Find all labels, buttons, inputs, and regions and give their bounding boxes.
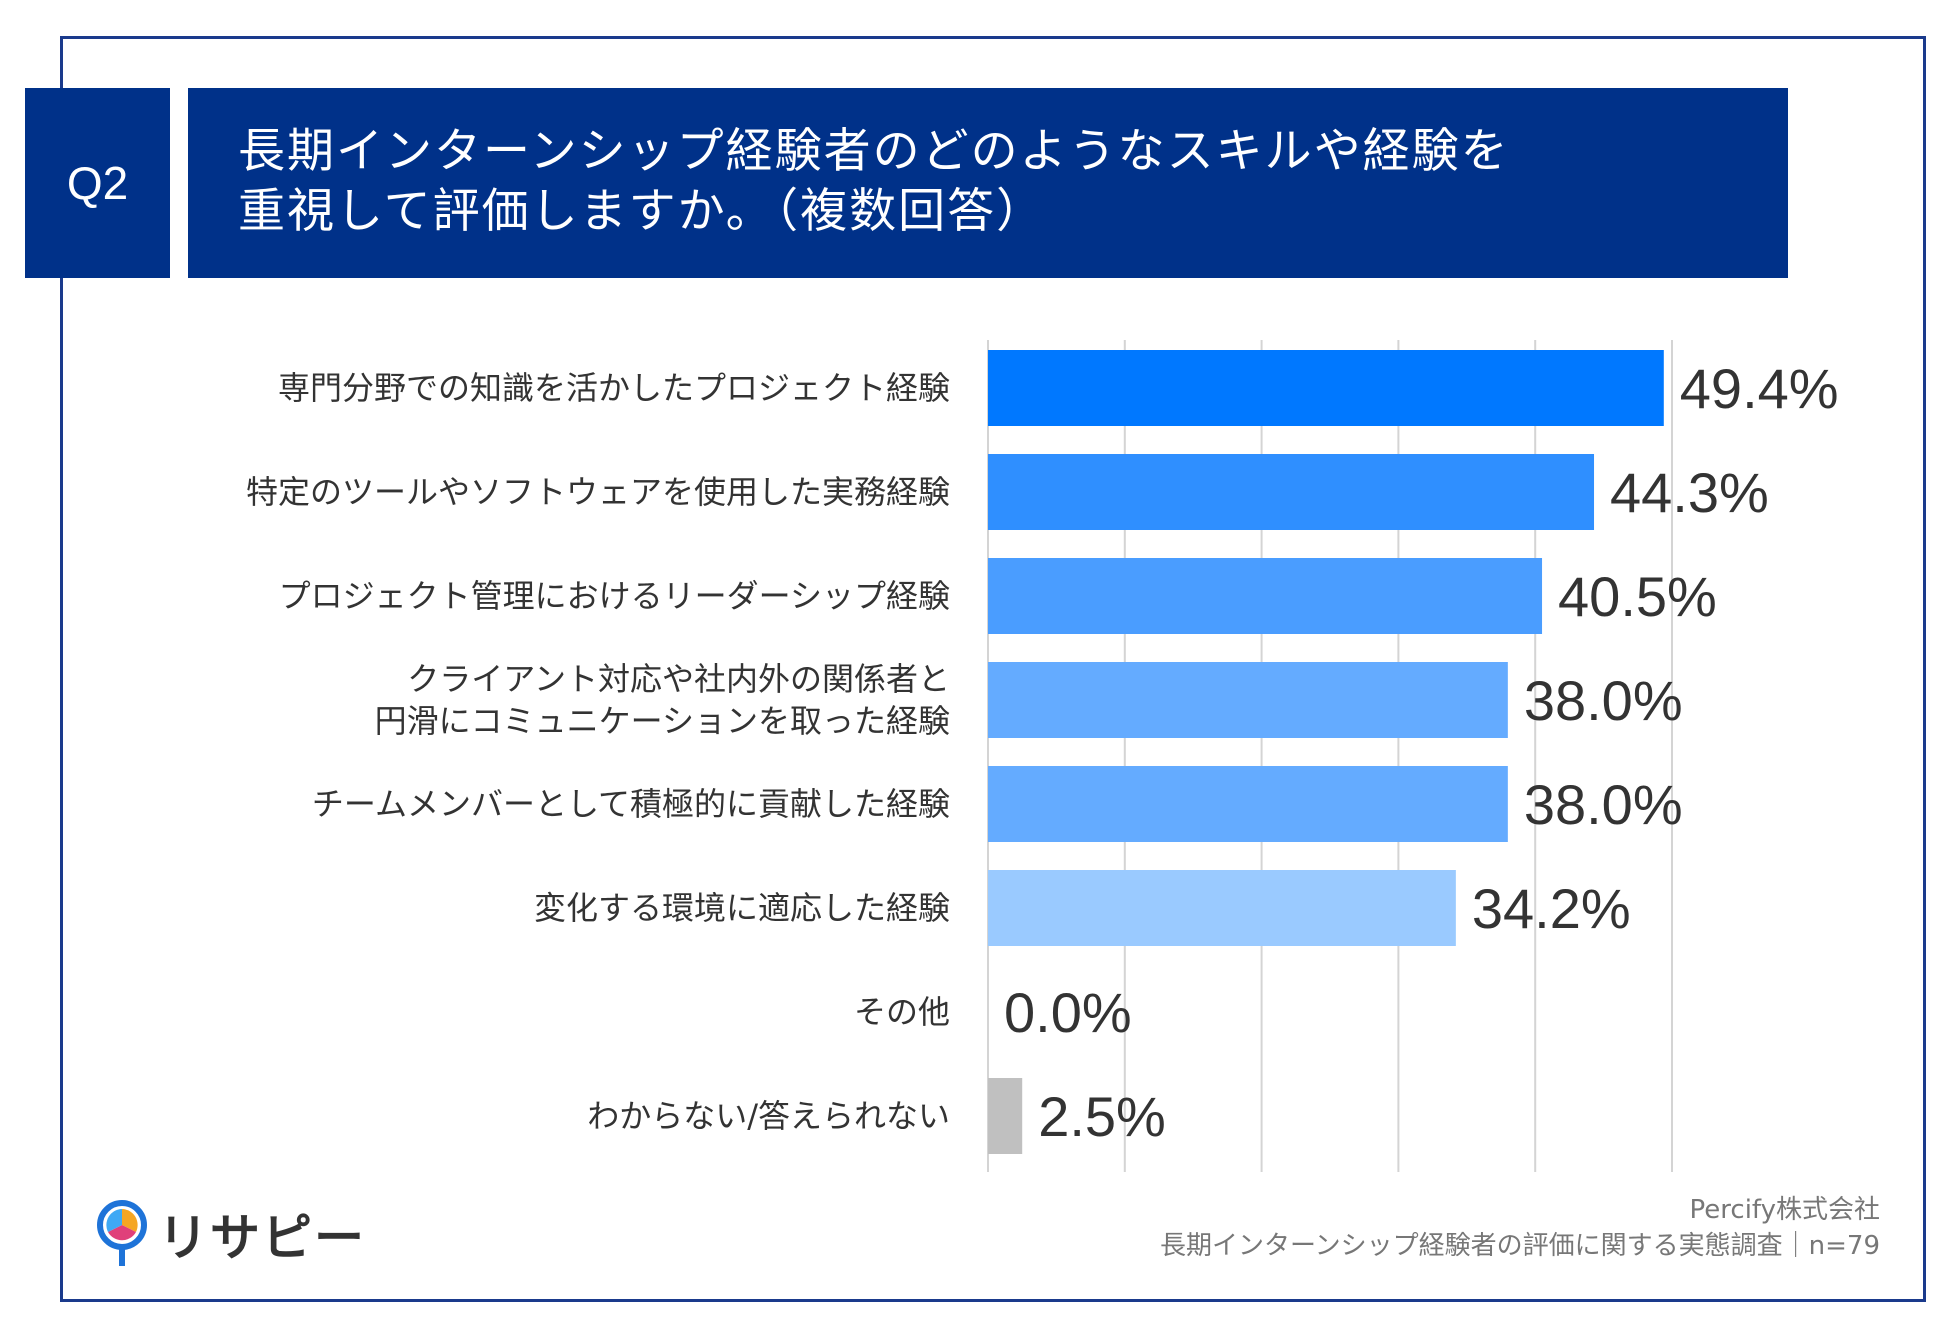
category-label: 特定のツールやソフトウェアを使用した実務経験	[246, 473, 950, 511]
question-title: 長期インターンシップ経験者のどのようなスキルや経験を 重視して評価しますか。（複…	[188, 88, 1788, 278]
category-label: プロジェクト管理におけるリーダーシップ経験	[279, 577, 950, 615]
bar	[988, 558, 1543, 634]
value-label: 34.2%	[1472, 877, 1631, 940]
bar	[988, 662, 1508, 738]
title-line-2: 重視して評価しますか。（複数回答）	[238, 184, 1046, 239]
category-label: チームメンバーとして積極的に貢献した経験	[312, 785, 950, 823]
value-label: 2.5%	[1038, 1085, 1166, 1148]
category-label: 専門分野での知識を活かしたプロジェクト経験	[278, 369, 950, 407]
value-label: 38.0%	[1524, 669, 1683, 732]
chart-frame	[60, 36, 1926, 1302]
category-label: 円滑にコミュニケーションを取った経験	[375, 702, 950, 740]
bar	[988, 454, 1595, 530]
title-line-1: 長期インターンシップ経験者のどのようなスキルや経験を	[238, 124, 1510, 179]
logo-text: リサピー	[158, 1209, 366, 1267]
category-label: わからない/答えられない	[587, 1097, 950, 1135]
value-label: 49.4%	[1680, 357, 1839, 420]
bar	[988, 1078, 1023, 1154]
value-label: 38.0%	[1524, 773, 1683, 836]
source-survey: 長期インターンシップ経験者の評価に関する実態調査｜n=79	[1159, 1231, 1880, 1261]
category-label: その他	[854, 993, 950, 1031]
value-label: 0.0%	[1004, 981, 1132, 1044]
value-label: 44.3%	[1610, 461, 1769, 524]
source-company: Percify株式会社	[1689, 1195, 1880, 1225]
category-label: 変化する環境に適応した経験	[534, 889, 950, 927]
value-label: 40.5%	[1558, 565, 1717, 628]
bar	[988, 870, 1456, 946]
logo-pin-icon	[97, 1200, 147, 1266]
category-label: クライアント対応や社内外の関係者と	[407, 660, 950, 698]
source-note: Percify株式会社 長期インターンシップ経験者の評価に関する実態調査｜n=7…	[1160, 1192, 1880, 1264]
bar	[988, 350, 1664, 426]
bar	[988, 766, 1508, 842]
question-badge: Q2	[25, 88, 170, 278]
logo: リサピー	[96, 1198, 366, 1270]
